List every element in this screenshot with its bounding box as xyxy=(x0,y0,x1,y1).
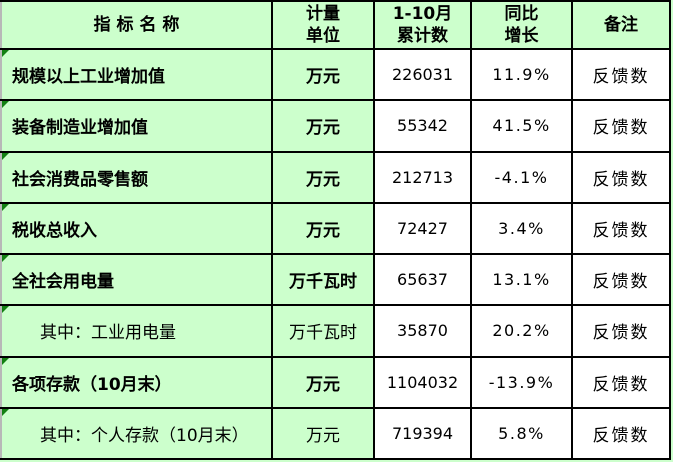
note-cell[interactable]: 反馈数 xyxy=(571,304,671,358)
value-cell[interactable]: 226031 xyxy=(373,47,472,102)
header-growth-line1: 同比 xyxy=(504,3,539,24)
indicator-label: 社会消费品零售额 xyxy=(12,169,148,190)
unit-cell[interactable]: 万元 xyxy=(271,47,375,102)
growth-cell[interactable]: 5.8% xyxy=(470,406,573,461)
table-row: 全社会用电量 万千瓦时 65637 13.1% 反馈数 xyxy=(0,252,671,307)
unit-cell[interactable]: 万元 xyxy=(271,201,375,256)
indicator-label: 其中：个人存款（10月末） xyxy=(40,425,249,446)
value-cell[interactable]: 1104032 xyxy=(373,355,472,409)
value-cell[interactable]: 719394 xyxy=(373,406,472,461)
header-growth-cell[interactable]: 同比 增长 xyxy=(470,0,573,50)
growth-cell[interactable]: 41.5% xyxy=(470,99,573,153)
header-indicator-cell[interactable]: 指 标 名 称 xyxy=(0,0,273,50)
indicator-cell[interactable]: 装备制造业增加值 xyxy=(0,99,273,153)
table-row-sub-item: 其中：工业用电量 万千瓦时 35870 20.2% 反馈数 xyxy=(0,304,671,358)
indicator-label: 其中：工业用电量 xyxy=(40,323,176,344)
header-value-line1: 1-10月 xyxy=(392,3,453,24)
cell-error-indicator-icon xyxy=(3,358,9,365)
note-cell[interactable]: 反馈数 xyxy=(571,47,671,102)
unit-cell[interactable]: 万元 xyxy=(271,150,375,204)
cell-error-indicator-icon xyxy=(3,409,9,416)
note-cell[interactable]: 反馈数 xyxy=(571,252,671,307)
indicator-label: 装备制造业增加值 xyxy=(12,118,148,139)
indicator-cell[interactable]: 其中：个人存款（10月末） xyxy=(0,406,273,461)
indicator-label: 全社会用电量 xyxy=(12,272,114,293)
table-row: 税收总收入 万元 72427 3.4% 反馈数 xyxy=(0,201,671,256)
note-cell[interactable]: 反馈数 xyxy=(571,150,671,204)
cell-error-indicator-icon xyxy=(3,153,9,160)
unit-cell[interactable]: 万千瓦时 xyxy=(271,252,375,307)
cell-error-indicator-icon xyxy=(3,256,9,262)
header-unit-line1: 计量 xyxy=(306,3,340,24)
note-cell[interactable]: 反馈数 xyxy=(571,406,671,461)
note-cell[interactable]: 反馈数 xyxy=(571,99,671,153)
header-growth-line2: 增长 xyxy=(504,26,539,46)
value-cell[interactable]: 212713 xyxy=(373,150,472,204)
cell-error-indicator-icon xyxy=(3,51,9,57)
indicator-cell[interactable]: 全社会用电量 xyxy=(0,252,273,307)
table-row: 社会消费品零售额 万元 212713 -4.1% 反馈数 xyxy=(0,150,671,204)
growth-cell[interactable]: -13.9% xyxy=(470,355,573,409)
header-value-cell[interactable]: 1-10月 累计数 xyxy=(373,0,472,50)
indicator-label: 税收总收入 xyxy=(12,220,97,241)
header-value-line2: 累计数 xyxy=(397,26,448,46)
value-cell[interactable]: 65637 xyxy=(373,252,472,307)
indicator-cell[interactable]: 其中：工业用电量 xyxy=(0,304,273,358)
growth-cell[interactable]: 3.4% xyxy=(470,201,573,256)
header-note-cell[interactable]: 备注 xyxy=(571,0,671,50)
header-unit-cell[interactable]: 计量 单位 xyxy=(271,0,375,50)
unit-cell[interactable]: 万元 xyxy=(271,406,375,461)
table-row: 各项存款（10月末） 万元 1104032 -13.9% 反馈数 xyxy=(0,355,671,409)
header-row: 指 标 名 称 计量 单位 1-10月 累计数 同比 增长 备注 xyxy=(0,0,671,50)
growth-cell[interactable]: 11.9% xyxy=(470,47,573,102)
indicator-cell[interactable]: 税收总收入 xyxy=(0,201,273,256)
indicator-label: 规模以上工业增加值 xyxy=(12,67,165,88)
growth-cell[interactable]: -4.1% xyxy=(470,150,573,204)
growth-cell[interactable]: 20.2% xyxy=(470,304,573,358)
note-cell[interactable]: 反馈数 xyxy=(571,355,671,409)
table-row: 装备制造业增加值 万元 55342 41.5% 反馈数 xyxy=(0,99,671,153)
indicator-cell[interactable]: 社会消费品零售额 xyxy=(0,150,273,204)
value-cell[interactable]: 55342 xyxy=(373,99,472,153)
growth-cell[interactable]: 13.1% xyxy=(470,252,573,307)
note-cell[interactable]: 反馈数 xyxy=(571,201,671,256)
header-unit-line2: 单位 xyxy=(306,26,340,46)
table-row-sub-item: 其中：个人存款（10月末） 万元 719394 5.8% 反馈数 xyxy=(0,406,671,461)
indicator-label: 各项存款（10月末） xyxy=(12,374,172,395)
value-cell[interactable]: 35870 xyxy=(373,304,472,358)
indicator-cell[interactable]: 各项存款（10月末） xyxy=(0,355,273,409)
cell-error-indicator-icon xyxy=(3,204,9,211)
table-row: 规模以上工业增加值 万元 226031 11.9% 反馈数 xyxy=(0,47,671,102)
unit-cell[interactable]: 万千瓦时 xyxy=(271,304,375,358)
unit-cell[interactable]: 万元 xyxy=(271,355,375,409)
indicator-cell[interactable]: 规模以上工业增加值 xyxy=(0,47,273,102)
value-cell[interactable]: 72427 xyxy=(373,201,472,256)
unit-cell[interactable]: 万元 xyxy=(271,99,375,153)
cell-error-indicator-icon xyxy=(3,102,9,109)
cell-error-indicator-icon xyxy=(3,307,9,314)
